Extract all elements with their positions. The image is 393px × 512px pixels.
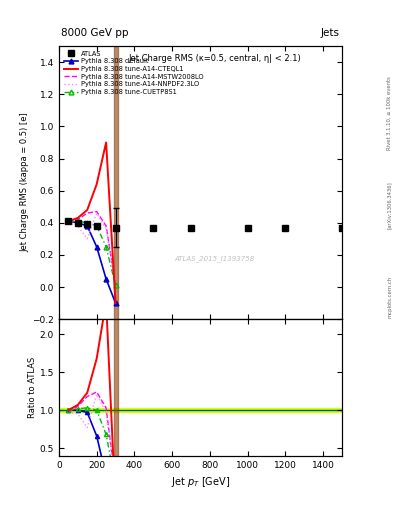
Text: mcplots.cern.ch: mcplots.cern.ch	[387, 276, 392, 318]
Bar	[114, 46, 118, 319]
Legend: ATLAS, Pythia 8.308 default, Pythia 8.308 tune-A14-CTEQL1, Pythia 8.308 tune-A14: ATLAS, Pythia 8.308 default, Pythia 8.30…	[62, 50, 205, 96]
Bar	[114, 319, 118, 456]
Text: Jets: Jets	[321, 28, 340, 38]
Bar	[59, 408, 342, 413]
Text: Jet Charge RMS (κ=0.5, central, η| < 2.1): Jet Charge RMS (κ=0.5, central, η| < 2.1…	[128, 54, 301, 63]
Text: 8000 GeV pp: 8000 GeV pp	[61, 28, 129, 38]
Text: Rivet 3.1.10, ≥ 100k events: Rivet 3.1.10, ≥ 100k events	[387, 76, 392, 150]
X-axis label: Jet $p_T$ [GeV]: Jet $p_T$ [GeV]	[171, 475, 230, 489]
Text: ATLAS_2015_I1393758: ATLAS_2015_I1393758	[174, 255, 255, 263]
Y-axis label: Ratio to ATLAS: Ratio to ATLAS	[28, 357, 37, 418]
Text: [arXiv:1306.3436]: [arXiv:1306.3436]	[387, 181, 392, 229]
Y-axis label: Jet Charge RMS (kappa = 0.5) [e]: Jet Charge RMS (kappa = 0.5) [e]	[20, 113, 29, 252]
